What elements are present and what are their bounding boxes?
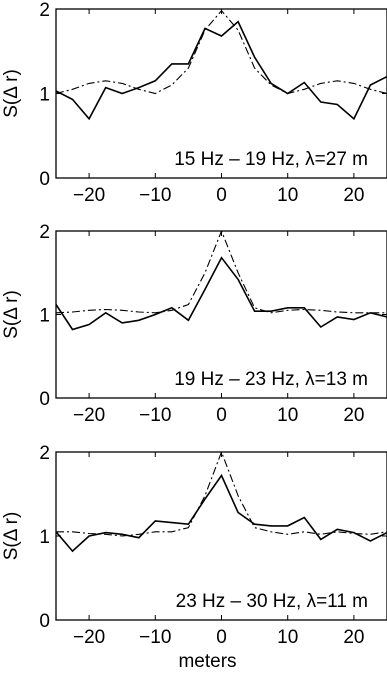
model-series-line	[56, 452, 387, 537]
x-tick-label: 20	[343, 627, 364, 648]
x-tick-label: 20	[343, 185, 364, 206]
y-tick-label: 0	[39, 611, 50, 632]
model-series-line	[56, 9, 387, 95]
model-series-line	[56, 231, 387, 314]
x-tick-label: −20	[73, 627, 105, 648]
x-tick-label: 0	[216, 627, 227, 648]
y-tick-label: 0	[39, 169, 50, 190]
band-annotation: 23 Hz – 30 Hz, λ=11 m	[176, 591, 368, 612]
band-annotation: 15 Hz – 19 Hz, λ=27 m	[174, 149, 368, 170]
panel-1: −20 −10 0 10 20 0 1 2 S(Δ r) 15 Hz – 19 Hz, λ=27 …	[1, 0, 387, 206]
y-tick-label: 1	[39, 306, 50, 327]
y-tick-label: 1	[39, 527, 50, 548]
measured-series-line	[56, 473, 387, 553]
x-tick-label: 10	[277, 405, 298, 426]
x-tick-label: −10	[139, 185, 171, 206]
y-tick-label: 2	[39, 443, 50, 464]
y-tick-label: 2	[39, 222, 50, 243]
x-tick-label: −20	[73, 405, 105, 426]
y-axis-label: S(Δ r)	[1, 69, 22, 118]
measured-series-line	[56, 256, 387, 331]
y-tick-label: 1	[39, 85, 50, 106]
x-axis-label: meters	[178, 651, 236, 672]
panel-2: −20 −10 0 10 20 0 1 2 S(Δ r) 19 Hz – 23 Hz, λ=13 …	[1, 222, 387, 426]
x-tick-label: −10	[139, 405, 171, 426]
x-tick-label: 0	[216, 185, 227, 206]
panel-3: −20 −10 0 10 20 0 1 2 S(Δ r) 23 Hz – 30 Hz, λ=11 …	[1, 443, 387, 672]
x-tick-label: −10	[139, 627, 171, 648]
x-tick-label: 10	[277, 185, 298, 206]
x-tick-label: 10	[277, 627, 298, 648]
band-annotation: 19 Hz – 23 Hz, λ=13 m	[174, 369, 368, 390]
y-tick-label: 2	[39, 0, 50, 21]
x-tick-label: 0	[216, 405, 227, 426]
x-tick-label: 20	[343, 405, 364, 426]
measured-series-line	[56, 20, 387, 121]
y-axis-label: S(Δ r)	[1, 290, 22, 339]
y-tick-label: 0	[39, 389, 50, 410]
x-tick-label: −20	[73, 185, 105, 206]
y-axis-label: S(Δ r)	[1, 512, 22, 561]
